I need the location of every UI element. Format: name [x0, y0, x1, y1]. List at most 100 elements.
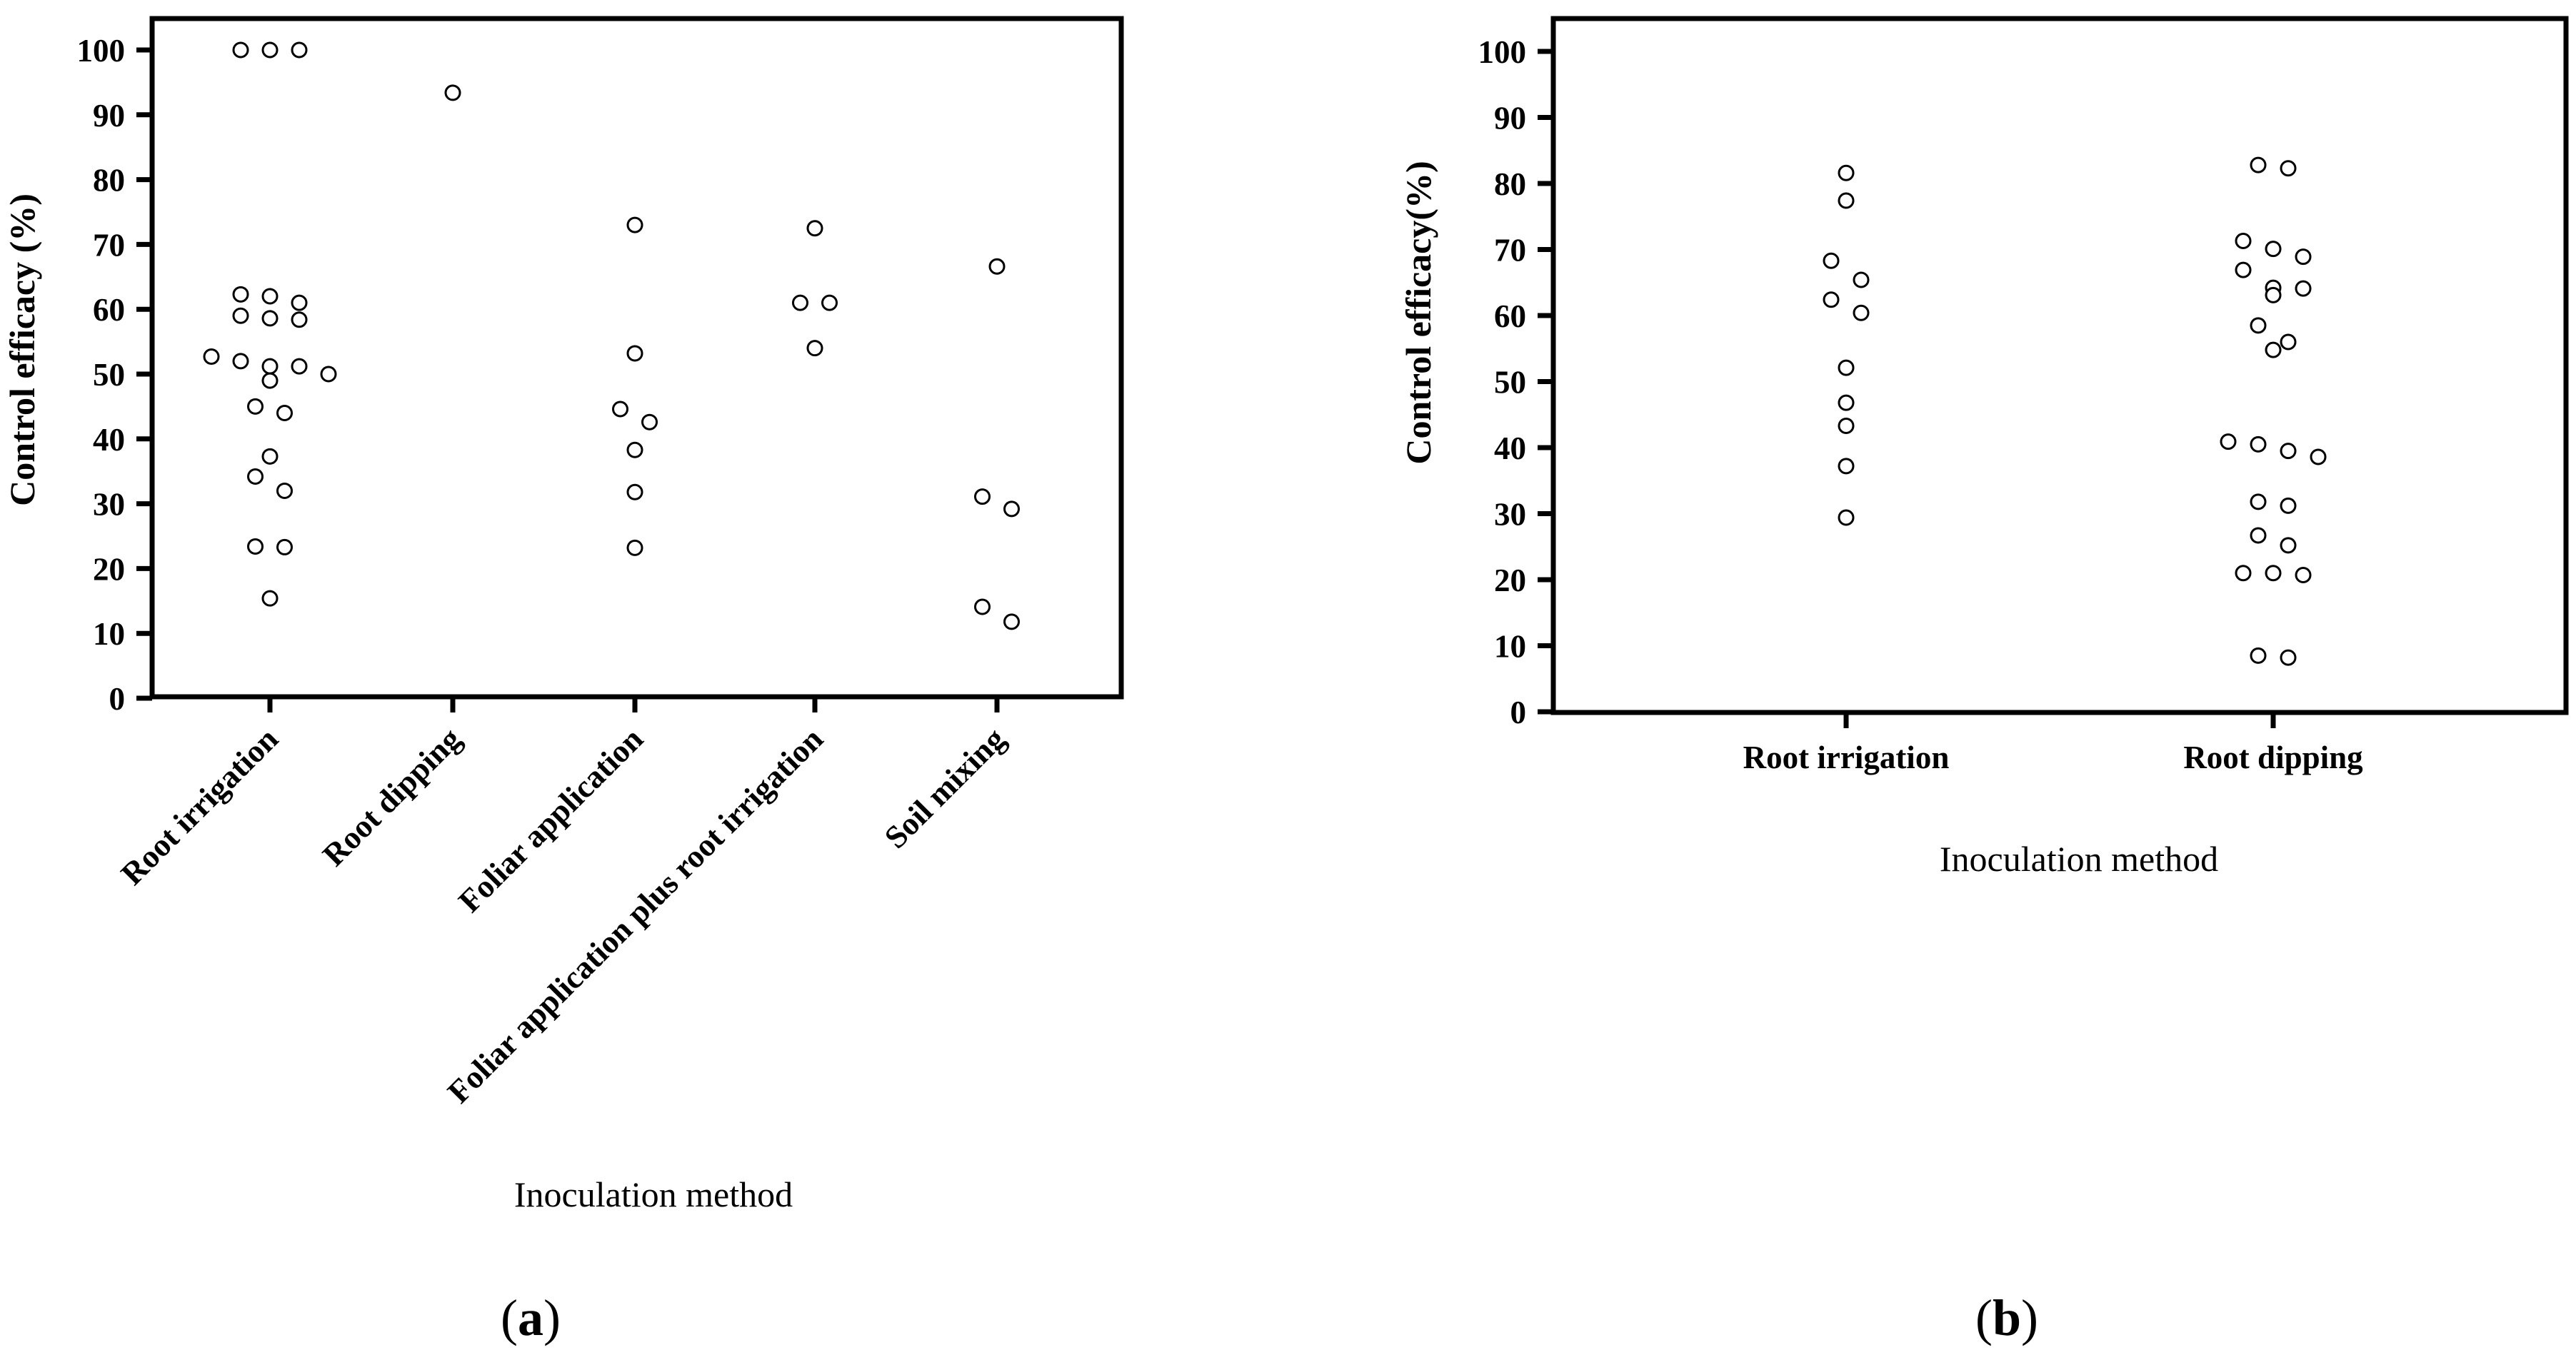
panel-a-point-foliar-application-6 [626, 539, 643, 556]
panel-a-data-points [203, 41, 1020, 630]
panel-b-point-root-dipping-23 [2250, 647, 2267, 664]
panel-b-point-root-dipping-24 [2280, 649, 2297, 666]
panel-b-point-root-dipping-7 [2295, 280, 2312, 297]
panel-a-y-tick-label-70: 70 [93, 227, 125, 263]
panel-a-point-root-irrigation-9 [203, 348, 220, 365]
panel-b-y-axis: 0 10 20 30 40 50 60 70 80 90 100 [1478, 34, 1553, 730]
panel-a-point-root-irrigation-17 [261, 448, 279, 465]
panel-b-point-root-dipping-3 [2265, 241, 2282, 258]
panel-b-y-tick-label-90: 90 [1494, 101, 1526, 136]
panel-a-y-axis-label: Control efficacy (%) [2, 193, 42, 506]
panel-b-y-axis-label: Control efficacy(%) [1398, 161, 1438, 464]
panel-b-point-root-irrigation-6 [1838, 359, 1855, 376]
panel-b-point-root-dipping-4 [2295, 248, 2312, 266]
panel-b-y-tick-label-0: 0 [1510, 695, 1527, 730]
panel-a-x-tick-label-root-irrigation: Root irrigation [114, 721, 285, 892]
panel-a-point-foliar-application-1 [626, 345, 643, 362]
panel-a-x-axis-label: Inoculation method [514, 1174, 793, 1214]
panel-b-point-root-dipping-2 [2235, 232, 2252, 249]
panel-b-data-points [1823, 156, 2327, 666]
panel-b-y-tick-label-100: 100 [1478, 34, 1527, 70]
panel-b-point-root-irrigation-2 [1823, 252, 1840, 269]
panel-b-point-root-irrigation-7 [1838, 394, 1855, 411]
panel-b-y-tick-label-40: 40 [1494, 430, 1526, 466]
panel-b-caption-letter: b [1993, 1289, 2021, 1346]
panel-a-point-foliar-application-plus-root-irrigation-3 [806, 340, 823, 357]
panel-b-y-tick-label-60: 60 [1494, 298, 1526, 334]
panel-b-point-root-dipping-16 [2250, 493, 2267, 510]
panel-a-x-tick-label-soil-mixing: Soil mixing [878, 720, 1013, 855]
panel-b-y-tick-label-10: 10 [1494, 629, 1526, 665]
panel-b-point-root-dipping-18 [2250, 527, 2267, 544]
panel-a-point-soil-mixing-0 [988, 258, 1006, 275]
panel-a-point-root-irrigation-14 [261, 372, 279, 389]
panel-a-point-root-irrigation-21 [276, 538, 293, 555]
panel-b-point-root-dipping-13 [2250, 435, 2267, 453]
panel-b-x-axis-label: Inoculation method [1940, 839, 2218, 879]
panel-a-point-root-irrigation-10 [232, 353, 249, 370]
panel-b-point-root-dipping-14 [2280, 443, 2297, 460]
panel-a-y-tick-label-20: 20 [93, 551, 125, 587]
panel-b-point-root-dipping-21 [2265, 565, 2282, 582]
panel-b-y-tick-label-80: 80 [1494, 166, 1526, 202]
panel-b-x-tick-label-root-dipping: Root dipping [2183, 740, 2363, 775]
panel-b-point-root-irrigation-4 [1823, 291, 1840, 308]
panel-b-point-root-dipping-10 [2280, 333, 2297, 351]
panel-a-point-foliar-application-0 [626, 216, 643, 233]
panel-a-y-tick-label-80: 80 [93, 163, 125, 198]
panel-a-point-root-dipping-0 [444, 84, 461, 101]
panel-b-point-root-dipping-5 [2235, 261, 2252, 278]
panel-b-point-root-dipping-1 [2280, 160, 2297, 177]
panel-a-point-root-irrigation-7 [261, 310, 279, 327]
panel-b-point-root-dipping-8 [2265, 286, 2282, 303]
panel-b-point-root-irrigation-1 [1838, 192, 1855, 209]
panel-a-point-foliar-application-plus-root-irrigation-1 [792, 294, 808, 311]
panel-b-x-axis: Root irrigation Root dipping [1743, 712, 2363, 775]
panel-a-x-tick-label-foliar-application: Foliar application [451, 721, 650, 920]
panel-a-point-root-irrigation-2 [291, 41, 308, 59]
panel-a-y-tick-label-0: 0 [109, 681, 126, 717]
panel-b-point-root-irrigation-8 [1838, 417, 1855, 434]
panel-a-point-root-irrigation-8 [291, 311, 308, 328]
panel-b-point-root-dipping-0 [2250, 156, 2267, 173]
panel-a-y-tick-label-40: 40 [93, 422, 125, 458]
panel-a-y-tick-label-90: 90 [93, 98, 125, 134]
panel-a-point-root-irrigation-18 [247, 468, 264, 485]
panel-a-point-soil-mixing-3 [974, 598, 991, 615]
panel-a-point-root-irrigation-19 [276, 482, 293, 499]
panel-a-point-root-irrigation-12 [291, 358, 308, 375]
panel-b-point-root-dipping-19 [2280, 537, 2297, 554]
panel-a-point-foliar-application-plus-root-irrigation-2 [821, 294, 838, 311]
panel-b-point-root-dipping-15 [2310, 448, 2327, 465]
panel-b-point-root-irrigation-0 [1838, 164, 1855, 181]
panel-a-y-tick-label-100: 100 [77, 33, 126, 69]
panel-a-point-foliar-application-plus-root-irrigation-0 [806, 220, 823, 237]
panel-b-y-tick-label-20: 20 [1494, 563, 1526, 598]
panel-a-point-root-irrigation-22 [261, 590, 279, 607]
panel-a-chart: 0 10 20 30 40 50 60 70 80 90 100 Root irrigation Ro… [2, 16, 1124, 1346]
panel-b-caption: (b) [1975, 1289, 2038, 1346]
panel-a-point-foliar-application-4 [626, 441, 643, 458]
panel-b-point-root-irrigation-9 [1838, 458, 1855, 475]
panel-b-point-root-dipping-12 [2220, 433, 2237, 450]
panel-a-point-root-irrigation-1 [261, 41, 279, 59]
panel-a-point-root-irrigation-3 [232, 286, 249, 303]
panel-b-x-tick-label-root-irrigation: Root irrigation [1743, 740, 1950, 775]
panel-a-point-root-irrigation-11 [261, 358, 279, 375]
panel-a-point-root-irrigation-16 [276, 404, 293, 421]
panel-a-point-root-irrigation-20 [247, 538, 264, 555]
panel-b-point-root-irrigation-3 [1853, 271, 1870, 288]
panel-b-point-root-irrigation-5 [1853, 304, 1870, 321]
panel-a-point-root-irrigation-0 [232, 41, 249, 59]
panel-a-point-root-irrigation-13 [320, 366, 337, 383]
panel-a-x-tick-label-root-dipping: Root dipping [316, 720, 468, 872]
panel-b-point-root-dipping-20 [2235, 565, 2252, 582]
panel-a-point-soil-mixing-1 [974, 488, 991, 505]
panel-a-point-soil-mixing-2 [1003, 500, 1020, 518]
panel-b-y-tick-label-30: 30 [1494, 497, 1526, 533]
panel-a-caption-letter: a [518, 1289, 543, 1346]
panel-b-y-tick-label-70: 70 [1494, 233, 1526, 268]
